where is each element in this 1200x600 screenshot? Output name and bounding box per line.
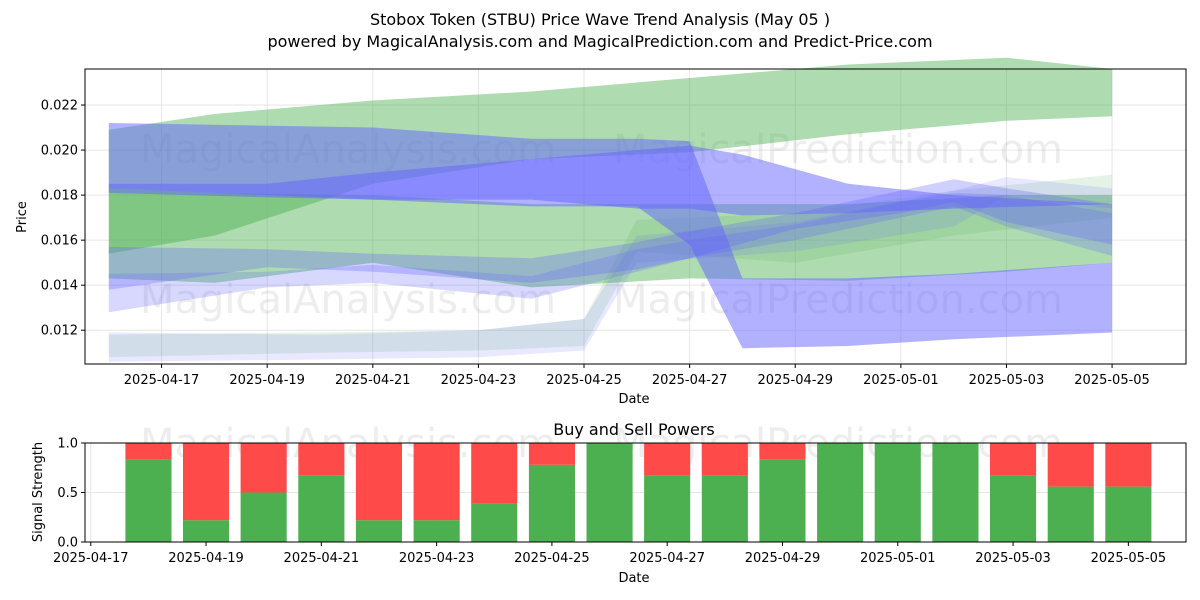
x-tick-label: 2025-04-27 xyxy=(652,373,728,388)
buy-sell-title: Buy and Sell Powers xyxy=(553,420,715,439)
x-tick-label: 2025-04-21 xyxy=(284,551,360,566)
sell-bar xyxy=(240,443,287,493)
x-tick-label: 2025-04-27 xyxy=(629,551,705,566)
buy-bar xyxy=(759,459,806,542)
sell-bar xyxy=(355,443,402,521)
sell-bar xyxy=(528,443,575,465)
y-tick-label: 0.5 xyxy=(57,486,78,501)
x-tick-label: 2025-04-23 xyxy=(399,551,475,566)
buy-bar xyxy=(240,492,287,542)
x-tick-label: 2025-05-01 xyxy=(860,551,936,566)
y-tick-label: 0.012 xyxy=(41,324,78,339)
buy-bar xyxy=(990,475,1037,542)
sell-bar xyxy=(413,443,460,521)
price-y-ticks: 0.012 0.014 0.016 0.018 0.020 0.022 xyxy=(41,99,85,339)
x-tick-label: 2025-05-03 xyxy=(969,373,1045,388)
sell-bar xyxy=(298,443,345,476)
x-tick-label: 2025-04-19 xyxy=(229,373,305,388)
watermark-analysis: MagicalAnalysis.com xyxy=(140,277,556,323)
buy-bar xyxy=(1047,486,1094,542)
price-x-ticks: 2025-04-17 2025-04-19 2025-04-21 2025-04-23… xyxy=(124,364,1150,388)
buy-sell-y-ticks: 0.0 0.5 1.0 xyxy=(57,437,85,551)
y-tick-label: 0.0 xyxy=(57,536,78,551)
price-wave-chart: MagicalAnalysis.com MagicalPrediction.co… xyxy=(15,57,1187,407)
x-tick-label: 2025-04-23 xyxy=(441,373,517,388)
buy-bar xyxy=(1105,486,1152,542)
buy-bar xyxy=(413,520,460,542)
buy-bar xyxy=(701,475,748,542)
figure-title: Stobox Token (STBU) Price Wave Trend Ana… xyxy=(370,10,830,29)
y-tick-label: 0.016 xyxy=(41,234,78,249)
sell-bar xyxy=(701,443,748,476)
sell-bar xyxy=(125,443,172,460)
buy-bar xyxy=(355,520,402,542)
sell-bar xyxy=(1047,443,1094,487)
buy-bar xyxy=(874,443,921,542)
green-wave-band-0 xyxy=(108,57,1113,254)
x-tick-label: 2025-04-25 xyxy=(514,551,590,566)
x-tick-label: 2025-04-25 xyxy=(546,373,622,388)
y-tick-label: 0.020 xyxy=(41,144,78,159)
buy-sell-bars xyxy=(125,443,1152,542)
green-wave-band-1 xyxy=(108,188,1113,288)
sell-bar xyxy=(644,443,691,476)
buy-bar xyxy=(932,443,979,542)
buy-bar xyxy=(298,475,345,542)
buy-bar xyxy=(183,520,230,542)
sell-bar xyxy=(183,443,230,521)
sell-bar xyxy=(990,443,1037,476)
sell-bar xyxy=(759,443,806,460)
price-y-axis-label: Price xyxy=(15,201,30,233)
blue-wave-band-6 xyxy=(108,192,1113,313)
blue-wave-band-5 xyxy=(108,179,1113,290)
x-tick-label: 2025-04-17 xyxy=(124,373,200,388)
x-tick-label: 2025-04-19 xyxy=(168,551,244,566)
buy-bar xyxy=(528,464,575,542)
buy-bar xyxy=(586,443,633,542)
y-tick-label: 0.018 xyxy=(41,189,78,204)
figure-subtitle: powered by MagicalAnalysis.com and Magic… xyxy=(267,32,932,51)
buy-bar xyxy=(817,443,864,542)
sell-bar xyxy=(471,443,518,504)
y-tick-label: 0.014 xyxy=(41,279,78,294)
x-tick-label: 2025-05-01 xyxy=(863,373,939,388)
blue-wave-band-4 xyxy=(108,145,1113,216)
y-tick-label: 0.022 xyxy=(41,99,78,114)
buy-sell-y-axis-label: Signal Strength xyxy=(31,442,46,542)
buy-bar xyxy=(471,503,518,542)
x-tick-label: 2025-04-29 xyxy=(745,551,821,566)
buy-bar xyxy=(644,475,691,542)
x-tick-label: 2025-05-03 xyxy=(975,551,1051,566)
buy-sell-x-ticks: 2025-04-17 2025-04-19 2025-04-21 2025-04-23… xyxy=(53,542,1166,566)
x-tick-label: 2025-04-29 xyxy=(757,373,833,388)
price-x-axis-label: Date xyxy=(618,392,649,407)
y-tick-label: 1.0 xyxy=(57,437,78,452)
price-bands xyxy=(108,57,1113,362)
x-tick-label: 2025-04-17 xyxy=(53,551,129,566)
buy-bar xyxy=(125,459,172,542)
x-tick-label: 2025-05-05 xyxy=(1074,373,1150,388)
sell-bar xyxy=(1105,443,1152,487)
green-wave-band-2 xyxy=(108,174,1113,358)
blue-wave-band-7 xyxy=(108,177,1113,362)
price-plot-frame xyxy=(84,68,1187,365)
x-tick-label: 2025-04-21 xyxy=(335,373,411,388)
buy-sell-x-axis-label: Date xyxy=(618,571,649,586)
buy-sell-chart: Buy and Sell Powers MagicalAnalysis.com … xyxy=(31,420,1187,586)
x-tick-label: 2025-05-05 xyxy=(1091,551,1167,566)
